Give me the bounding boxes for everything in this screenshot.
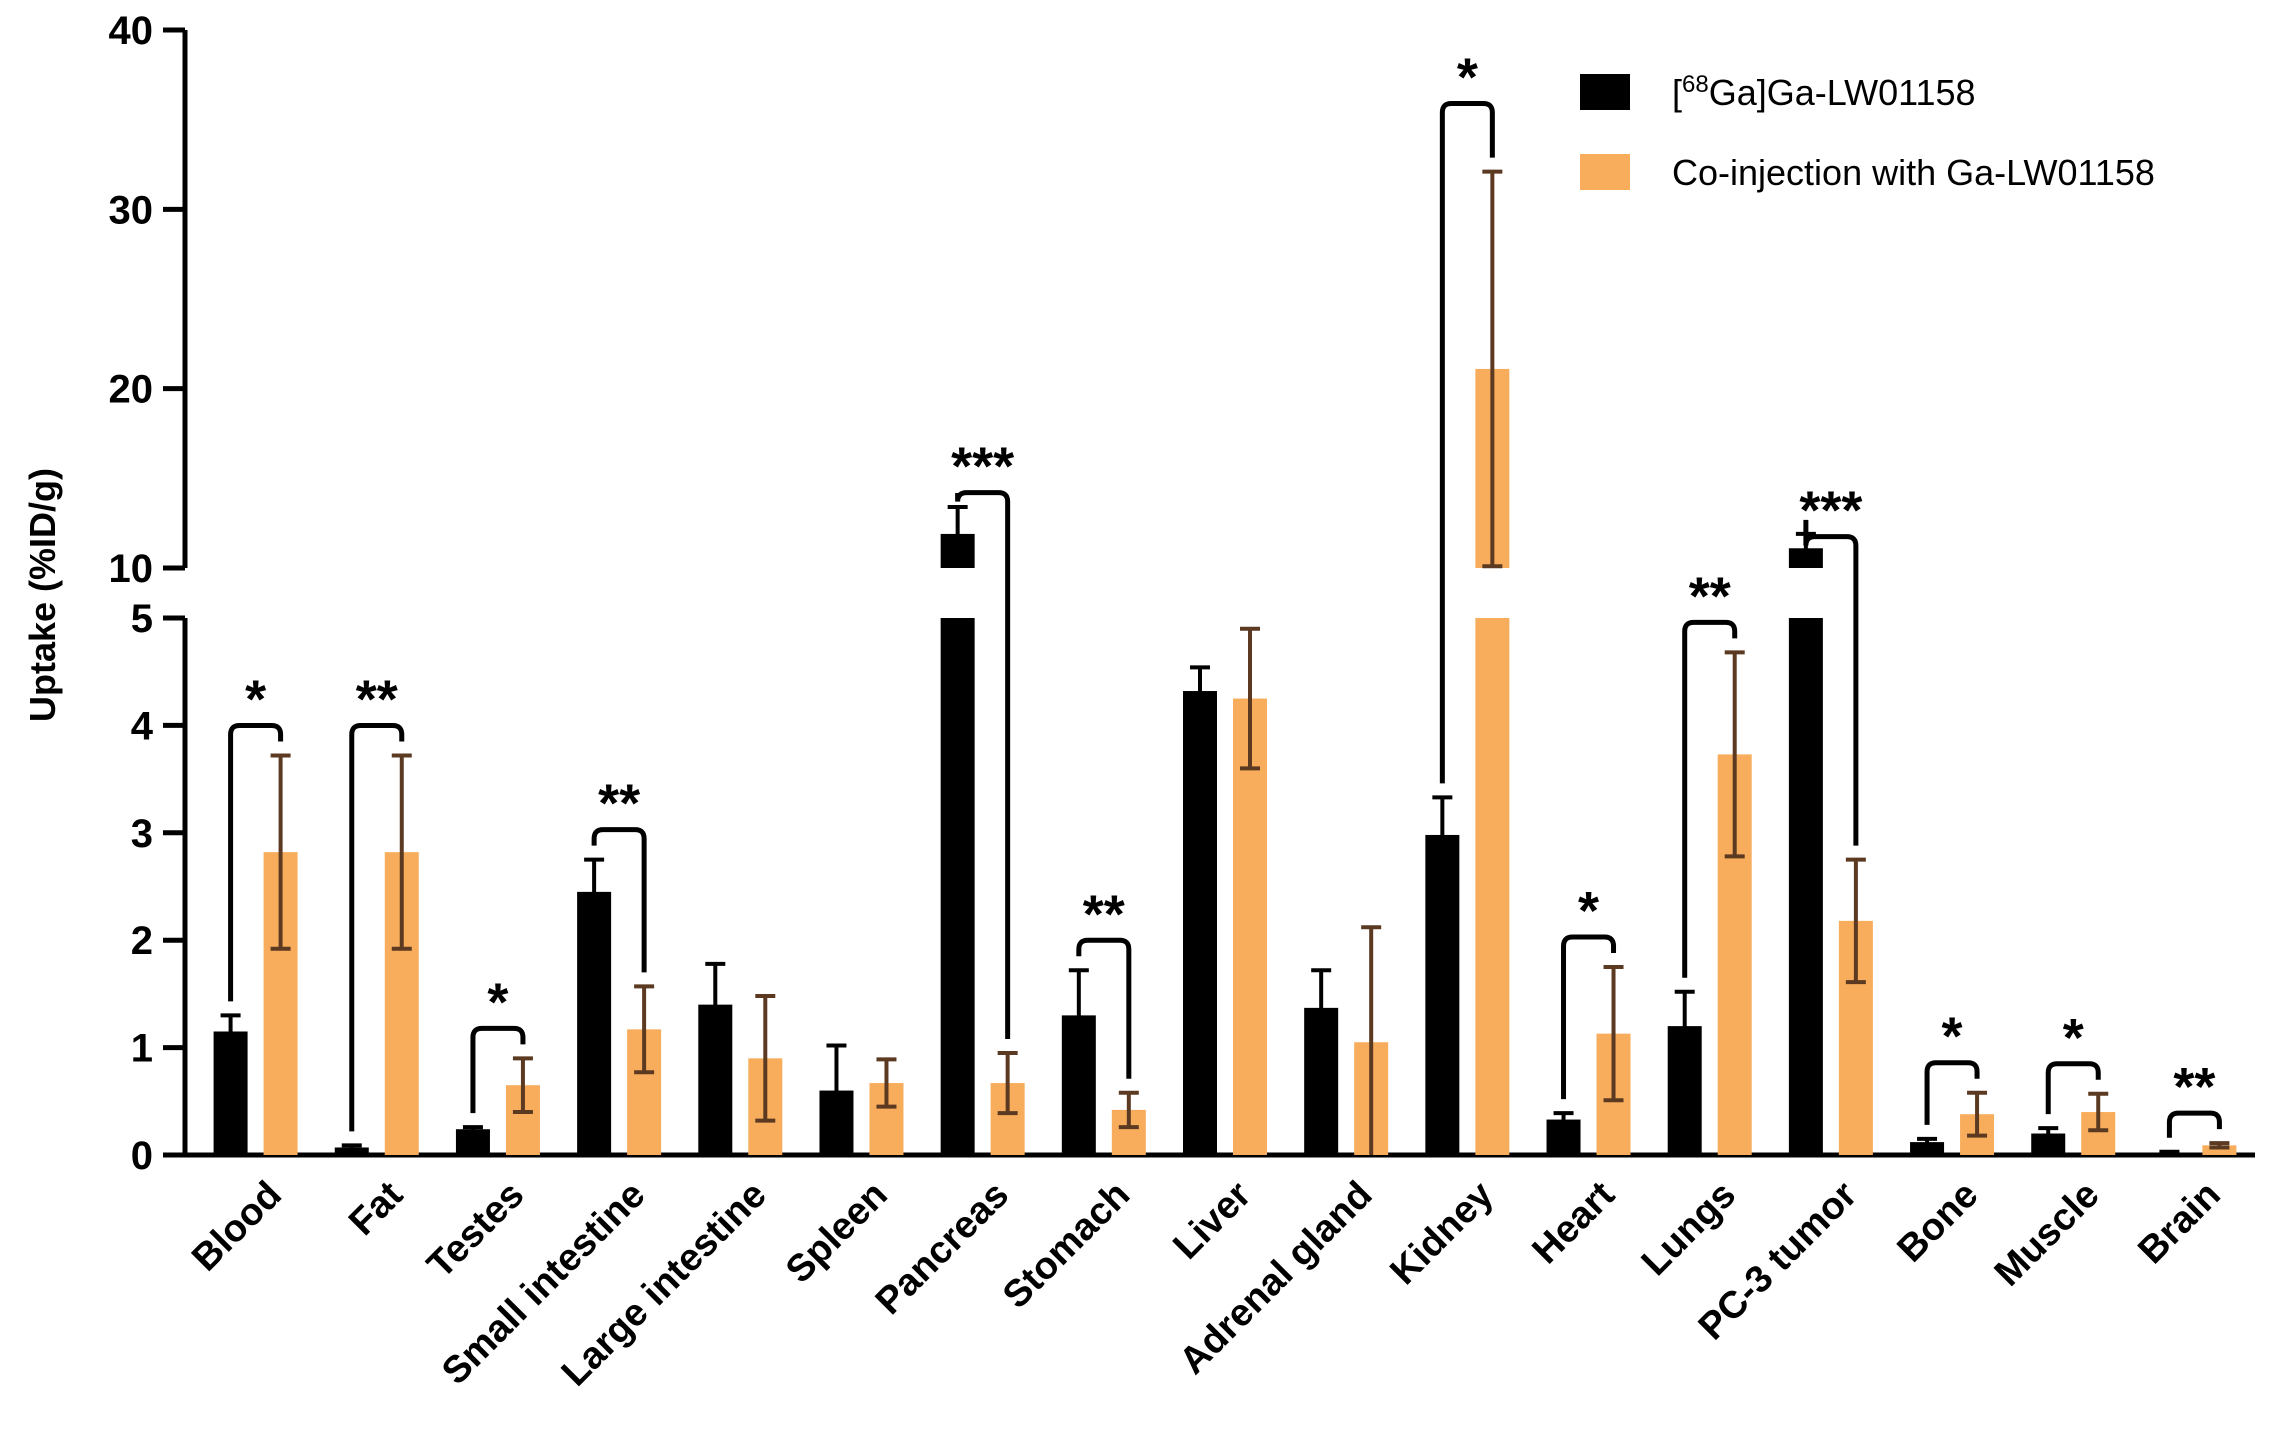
significance-label: * bbox=[2063, 1008, 2084, 1068]
significance-bracket bbox=[2045, 1061, 2101, 1115]
significance-testes: * bbox=[470, 972, 526, 1114]
x-tick-label-liver: Liver bbox=[1165, 1174, 1259, 1268]
bar-black-liver bbox=[1183, 691, 1217, 1155]
significance-brain: ** bbox=[2166, 1057, 2222, 1138]
y-tick-label: 30 bbox=[109, 188, 154, 232]
x-tick-label-kidney: Kidney bbox=[1382, 1174, 1501, 1293]
legend-label-series-2: Co-injection with Ga-LW01158 bbox=[1672, 152, 2155, 193]
significance-bone: * bbox=[1924, 1007, 1980, 1125]
x-tick-label-pancreas: Pancreas bbox=[868, 1174, 1017, 1323]
y-tick-label: 1 bbox=[131, 1027, 153, 1071]
significance-label: * bbox=[245, 669, 266, 729]
legend-label-series-1: [68Ga]Ga-LW01158 bbox=[1672, 71, 1976, 114]
y-tick-label: 3 bbox=[131, 812, 153, 856]
significance-bracket bbox=[1439, 101, 1495, 784]
significance-kidney: * bbox=[1439, 48, 1495, 784]
x-tick-label-heart: Heart bbox=[1524, 1173, 1623, 1272]
significance-label: * bbox=[1578, 881, 1599, 941]
bar-orange-liver bbox=[1233, 698, 1267, 1155]
y-tick-label: 4 bbox=[131, 704, 154, 748]
significance-stomach: ** bbox=[1076, 884, 1132, 1079]
error-bars bbox=[220, 169, 2230, 1156]
significance-heart: * bbox=[1561, 881, 1617, 1100]
significance-small-intestine: ** bbox=[591, 774, 647, 973]
bar-black-pc-3-tumor bbox=[1788, 618, 1823, 1155]
y-tick-label: 0 bbox=[131, 1134, 153, 1178]
x-tick-label-fat: Fat bbox=[341, 1173, 411, 1243]
significance-bracket bbox=[1803, 519, 1859, 846]
y-tick-label: 10 bbox=[109, 547, 154, 591]
significance-muscle: * bbox=[2045, 1008, 2101, 1115]
significance-label: * bbox=[1457, 48, 1478, 108]
significance-label: ** bbox=[1689, 566, 1731, 626]
significance-lungs: ** bbox=[1682, 566, 1738, 978]
y-axis-title: Uptake (%ID/g) bbox=[22, 468, 63, 722]
y-tick-label: 20 bbox=[109, 368, 154, 412]
significance-label: ** bbox=[1083, 884, 1125, 944]
significance-bracket bbox=[1924, 1060, 1980, 1125]
significance-label: ** bbox=[356, 669, 398, 729]
y-tick-label: 5 bbox=[131, 597, 153, 641]
significance-bracket bbox=[228, 722, 284, 1002]
bar-black-pancreas bbox=[940, 618, 975, 1155]
bar-black-kidney bbox=[1425, 834, 1460, 1155]
x-tick-label-lungs: Lungs bbox=[1634, 1174, 1744, 1284]
bar-orange-kidney bbox=[1475, 618, 1510, 1155]
x-tick-label-stomach: Stomach bbox=[995, 1174, 1138, 1317]
x-tick-label-small-intestine: Small intestine bbox=[434, 1174, 653, 1393]
significance-label: * bbox=[1942, 1007, 1963, 1067]
bar-black-testes bbox=[455, 1129, 490, 1155]
significance-bracket bbox=[2166, 1110, 2222, 1138]
x-tick-label-muscle: Muscle bbox=[1987, 1174, 2108, 1295]
x-tick-label-large-intestine: Large intestine bbox=[554, 1174, 775, 1395]
significance-label: *** bbox=[951, 437, 1014, 497]
bars bbox=[213, 368, 2237, 1155]
legend: [68Ga]Ga-LW01158 Co-injection with Ga-LW0… bbox=[1580, 71, 2155, 193]
significance-blood: * bbox=[228, 669, 284, 1002]
x-tick-label-blood: Blood bbox=[184, 1174, 290, 1280]
significance-brackets: * ****************** *** bbox=[228, 48, 2222, 1138]
significance-fat: ** bbox=[349, 669, 405, 1132]
y-tick-label: 2 bbox=[131, 919, 153, 963]
significance-bracket bbox=[1682, 619, 1738, 978]
x-tick-label-testes: Testes bbox=[419, 1174, 532, 1287]
significance-pc-3-tumor: *** bbox=[1799, 481, 1862, 846]
bar-black-small-intestine bbox=[577, 891, 612, 1155]
x-tick-label-brain: Brain bbox=[2130, 1174, 2228, 1272]
significance-bracket bbox=[955, 490, 1011, 1039]
y-tick-label: 40 bbox=[109, 9, 154, 53]
legend-swatch-series-2 bbox=[1580, 154, 1630, 190]
x-tick-label-bone: Bone bbox=[1890, 1174, 1987, 1271]
significance-bracket bbox=[591, 827, 647, 973]
bar-orange-brain bbox=[2202, 1145, 2237, 1155]
significance-bracket bbox=[1561, 934, 1617, 1100]
x-tick-label-spleen: Spleen bbox=[778, 1174, 896, 1292]
significance-bracket bbox=[470, 1025, 526, 1114]
significance-label: ** bbox=[598, 774, 640, 834]
significance-label: * bbox=[487, 972, 508, 1032]
significance-bracket bbox=[349, 722, 405, 1132]
significance-pancreas: *** bbox=[951, 437, 1014, 1039]
significance-label: ** bbox=[2173, 1057, 2215, 1117]
significance-bracket bbox=[1076, 937, 1132, 1079]
bar-black-blood bbox=[213, 1031, 248, 1155]
legend-swatch-series-1 bbox=[1580, 74, 1630, 110]
significance-label: *** bbox=[1799, 481, 1862, 541]
